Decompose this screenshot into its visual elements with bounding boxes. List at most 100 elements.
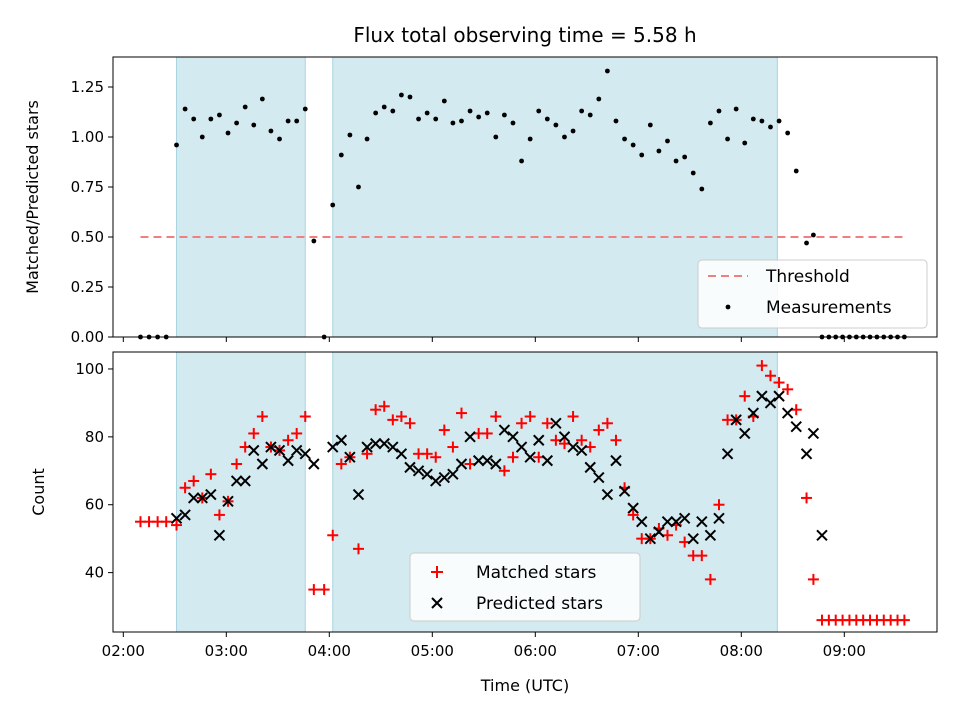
predicted-star-point [187, 492, 200, 504]
legend-predicted-swatch [431, 597, 443, 609]
measurement-point [208, 116, 214, 122]
measurement-point [682, 154, 688, 160]
legend-threshold-label: Threshold [765, 267, 850, 287]
top-observing-spans [176, 56, 778, 338]
predicted-star-point [558, 431, 571, 443]
matched-star-point [188, 475, 200, 487]
top-axes-frame [112, 56, 938, 338]
measurement-point [785, 130, 791, 136]
matched-star-point [370, 404, 382, 416]
matched-star-point [327, 529, 339, 541]
legend-measurements-swatch [725, 304, 731, 310]
legend-predicted-label: Predicted stars [476, 594, 603, 614]
matched-star-point [160, 516, 172, 528]
matched-star-point [627, 509, 639, 521]
predicted-star-point [764, 397, 777, 409]
matched-star-point [507, 451, 519, 463]
matched-star-point [567, 410, 579, 422]
predicted-star-point [248, 444, 260, 457]
measurement-point [725, 136, 730, 142]
measurement-point [596, 96, 602, 102]
matched-star-point [558, 438, 570, 450]
matched-star-point [335, 458, 347, 470]
matched-star-point [282, 434, 294, 446]
measurement-point [424, 110, 430, 116]
predicted-star-point [524, 451, 536, 463]
x-tick-label: 05:00 [411, 642, 454, 660]
matched-star-point [455, 407, 467, 419]
measurement-point [519, 158, 524, 164]
predicted-star-point [256, 458, 269, 470]
matched-star-point [696, 550, 708, 562]
predicted-star-point [593, 471, 605, 484]
predicted-star-point [352, 488, 365, 501]
measurement-point [259, 96, 265, 102]
matched-star-point [541, 417, 553, 429]
predicted-star-point [670, 515, 682, 528]
matched-star-point [739, 390, 751, 402]
predicted-star-point [421, 468, 433, 480]
predicted-star-point [412, 465, 425, 477]
y-tick-label: 0.00 [71, 328, 104, 346]
matched-star-point [576, 434, 588, 446]
top-x-ticks [122, 337, 845, 342]
matched-star-point [704, 573, 716, 585]
y-tick-label: 40 [85, 564, 104, 582]
measurement-point [630, 142, 636, 148]
measurement-point [622, 136, 627, 142]
matched-star-point [205, 468, 217, 480]
predicted-star-point [704, 529, 717, 541]
predicted-star-point [687, 532, 699, 545]
predicted-star-point [222, 495, 234, 508]
observing-span-0 [176, 351, 306, 633]
matched-star-point [533, 451, 545, 463]
predicted-star-point [205, 488, 217, 501]
measurement-point [673, 158, 679, 164]
predicted-star-point [282, 454, 294, 467]
predicted-star-point [773, 390, 785, 402]
measurement-point [234, 120, 240, 126]
measurement-point [716, 108, 722, 114]
bottom-legend: Matched stars Predicted stars [409, 552, 641, 622]
matched-star-point [361, 448, 373, 460]
matched-star-point [239, 441, 251, 453]
matched-star-point [713, 499, 725, 511]
matched-star-point [213, 509, 225, 521]
predicted-star-point [627, 502, 639, 514]
matched-star-point [256, 410, 268, 422]
predicted-star-point [515, 441, 528, 453]
predicted-star-point [721, 448, 734, 460]
bottom-x-ticks: 02:00 03:00 04:00 05:00 06:00 07:00 08:00 09:00 [102, 632, 866, 660]
predicted-star-point [472, 454, 485, 467]
predicted-star-point [213, 529, 226, 541]
measurement-point [217, 112, 222, 118]
measurement-point [536, 108, 542, 114]
top-legend-box [697, 259, 928, 329]
predicted-star-point [807, 427, 820, 440]
matched-star-point [231, 458, 243, 470]
matched-star-point [291, 427, 303, 439]
predicted-star-point [430, 475, 442, 487]
measurement-point [484, 110, 490, 116]
measurement-point [381, 104, 387, 110]
predicted-star-point [395, 448, 408, 460]
measurement-point [656, 148, 662, 154]
y-tick-label: 0.50 [71, 228, 104, 246]
measurement-point [174, 142, 179, 148]
predicted-star-point [387, 441, 399, 453]
measurement-point [416, 116, 421, 122]
predicted-star-point [265, 441, 277, 453]
x-tick-label: 03:00 [205, 642, 248, 660]
matched-star-point [516, 417, 528, 429]
predicted-star-point [239, 475, 251, 487]
matched-star-point [801, 492, 813, 504]
matched-star-point [764, 370, 776, 382]
matched-star-point [352, 543, 364, 555]
matched-star-point [898, 614, 910, 626]
matched-star-point [299, 410, 311, 422]
matched-star-point [790, 404, 802, 416]
matched-star-point [430, 451, 442, 463]
predicted-star-point [498, 424, 511, 436]
measurement-point [268, 128, 274, 134]
predicted-star-point [196, 492, 208, 504]
